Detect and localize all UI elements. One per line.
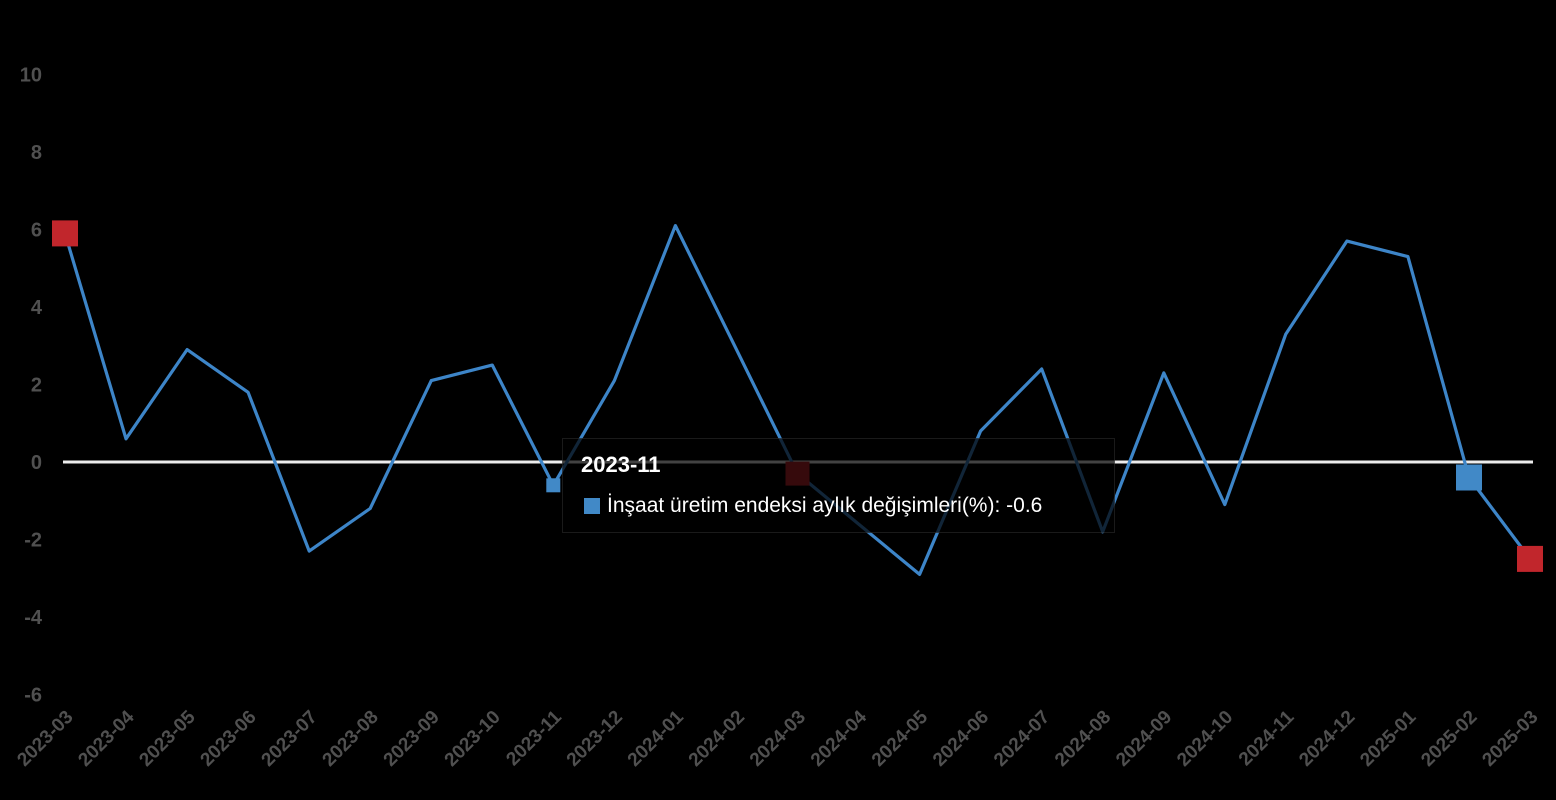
- x-axis-tick-label: 2025-02: [1417, 707, 1481, 771]
- x-axis-tick-label: 2023-07: [258, 707, 322, 771]
- y-axis-tick-label: 10: [20, 65, 42, 87]
- highlight-marker-2023-03[interactable]: [52, 220, 78, 247]
- x-axis-tick-label: 2023-10: [441, 707, 505, 771]
- y-axis-tick-label: -4: [24, 607, 43, 629]
- x-axis-tick-label: 2025-01: [1356, 706, 1420, 770]
- y-axis-tick-label: 0: [31, 452, 42, 474]
- x-axis-tick-label: 2024-08: [1051, 707, 1115, 771]
- y-axis-tick-label: 8: [31, 142, 42, 164]
- x-axis-tick-label: 2024-07: [990, 707, 1054, 771]
- tooltip-series-text: İnşaat üretim endeksi aylık değişimleri(…: [607, 494, 1043, 517]
- x-axis-tick-label: 2023-03: [13, 707, 77, 771]
- tooltip-title: 2023-11: [581, 452, 661, 477]
- x-axis-tick-label: 2023-06: [197, 707, 261, 771]
- x-axis-tick-label: 2024-01: [624, 706, 688, 770]
- y-axis-tick-label: 6: [31, 220, 42, 242]
- tooltip-series-row: İnşaat üretim endeksi aylık değişimleri(…: [584, 495, 1114, 517]
- y-axis-tick-label: 4: [31, 297, 43, 319]
- y-axis-tick-label: 2: [31, 375, 42, 397]
- x-axis-tick-label: 2023-11: [502, 706, 566, 770]
- x-axis-tick-label: 2023-05: [135, 706, 199, 770]
- x-axis-tick-label: 2025-03: [1478, 707, 1542, 771]
- x-axis-tick-label: 2023-12: [563, 707, 627, 771]
- tooltip: 2023-11 İnşaat üretim endeksi aylık deği…: [562, 438, 1115, 533]
- highlight-marker-2025-02[interactable]: [1456, 464, 1482, 491]
- y-axis-tick-label: -2: [24, 530, 42, 552]
- x-axis-tick-label: 2024-09: [1112, 707, 1176, 771]
- x-axis-tick-label: 2024-04: [807, 706, 871, 770]
- x-axis-tick-label: 2024-11: [1235, 706, 1299, 770]
- x-axis-tick-label: 2023-04: [74, 706, 138, 770]
- highlight-marker-2023-11[interactable]: [546, 478, 561, 493]
- x-axis-tick-label: 2024-03: [746, 707, 810, 771]
- x-axis-tick-label: 2024-05: [868, 706, 932, 770]
- x-axis-tick-label: 2023-09: [380, 707, 444, 771]
- x-axis-tick-label: 2024-10: [1173, 707, 1237, 771]
- y-axis-tick-label: -6: [24, 685, 42, 707]
- highlight-marker-2025-03[interactable]: [1517, 545, 1543, 572]
- x-axis-tick-label: 2024-06: [929, 707, 993, 771]
- x-axis-tick-label: 2024-12: [1295, 707, 1359, 771]
- series-legend-square-icon: [584, 498, 600, 514]
- x-axis-tick-label: 2023-08: [319, 707, 383, 771]
- x-axis-tick-label: 2024-02: [685, 707, 749, 771]
